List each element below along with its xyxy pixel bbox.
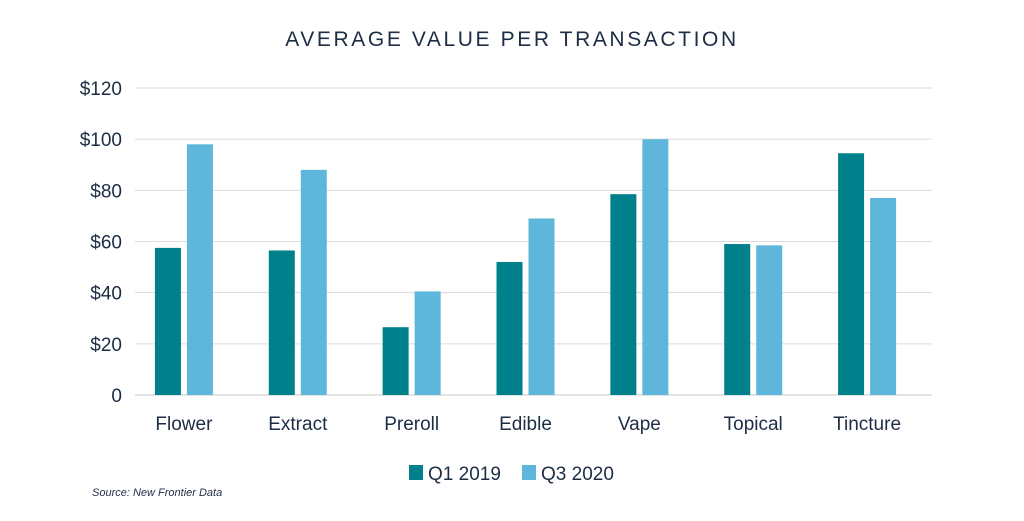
y-tick-label: $60 [90,233,122,254]
y-tick-label: $120 [80,79,122,100]
bar-q3-2020 [870,198,897,395]
y-tick-label: $40 [90,284,122,305]
chart-title: AVERAGE VALUE PER TRANSACTION [285,28,739,51]
y-tick-label: 0 [111,386,122,407]
legend-label-q1-2019: Q1 2019 [428,464,501,485]
legend-swatch-q3-2020 [522,465,536,480]
x-tick-label: Topical [724,414,783,435]
bar-q1-2019 [496,261,523,395]
bar-q3-2020 [756,245,783,395]
y-tick-label: $100 [80,130,122,151]
bar-q1-2019 [268,250,295,395]
bar-q3-2020 [642,139,669,395]
source-note: Source: New Frontier Data [92,487,223,499]
bar-q1-2019 [838,153,865,395]
legend-swatch-q1-2019 [409,465,423,480]
bar-q1-2019 [382,327,409,395]
bar-q3-2020 [414,291,441,395]
bar-q3-2020 [186,144,213,395]
x-tick-label: Tincture [833,414,901,435]
y-tick-label: $20 [90,335,122,356]
x-tick-label: Extract [268,414,328,435]
x-tick-label: Preroll [384,414,439,435]
bar-q3-2020 [300,169,327,395]
bar-q1-2019 [154,247,181,395]
legend-label-q3-2020: Q3 2020 [541,464,614,485]
bar-q1-2019 [724,244,751,395]
x-tick-label: Vape [618,414,661,435]
x-tick-label: Flower [155,414,213,435]
bar-q3-2020 [528,218,555,395]
bar-q1-2019 [610,194,637,395]
y-tick-label: $80 [90,181,122,202]
x-tick-label: Edible [499,414,552,435]
